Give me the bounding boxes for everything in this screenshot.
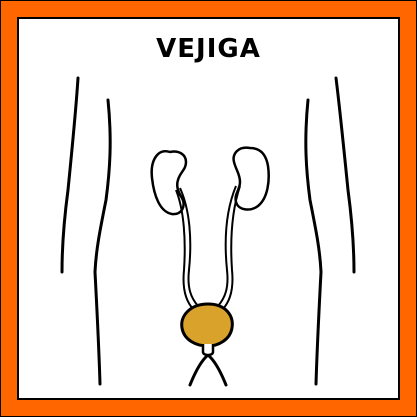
torso-outline-right-outer xyxy=(334,76,356,274)
torso-outline-left-inner xyxy=(93,98,112,274)
ureter-left xyxy=(175,189,195,311)
torso-outline-left-outer xyxy=(60,76,80,274)
torso-outline-right-inner xyxy=(304,98,323,274)
kidney-left xyxy=(150,149,188,216)
inner-legs xyxy=(188,353,228,387)
leg-right-outline xyxy=(314,270,323,386)
ureter-left-inner xyxy=(179,187,199,307)
ureter-right-inner xyxy=(217,185,237,307)
ureter-right xyxy=(221,185,241,311)
pictogram-title: VEJIGA xyxy=(156,34,261,64)
kidney-right xyxy=(232,146,270,211)
bladder xyxy=(180,302,234,348)
leg-left-outline xyxy=(93,270,102,386)
urethra xyxy=(201,344,215,357)
